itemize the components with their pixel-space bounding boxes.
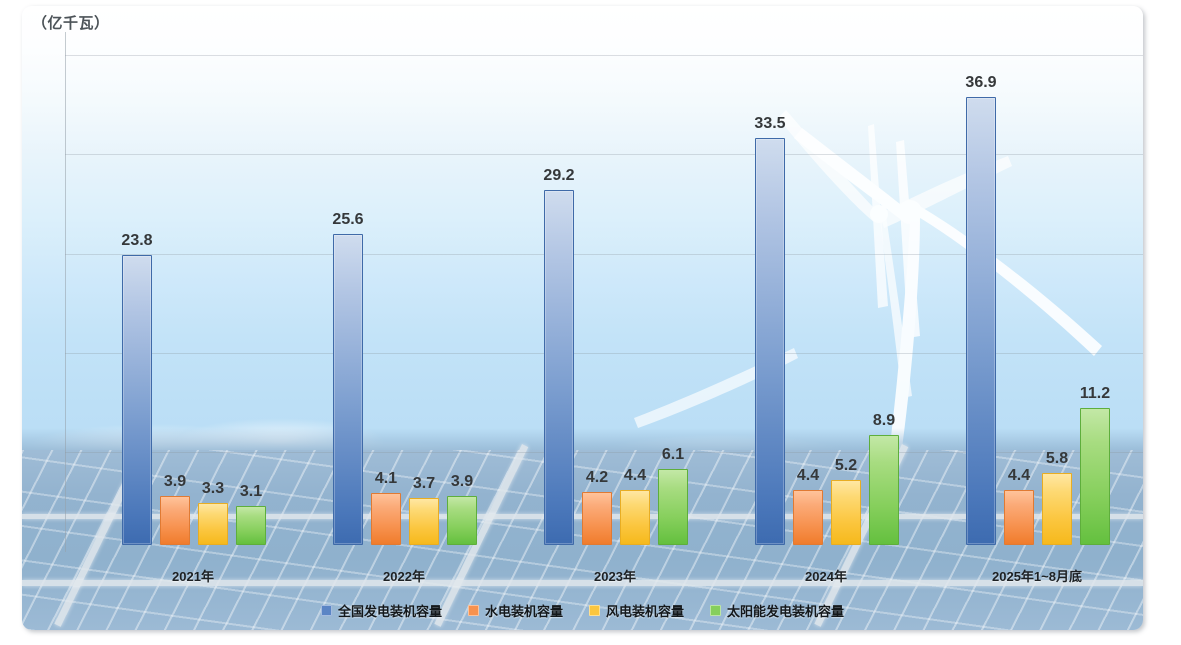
bar-value-label: 3.1 [239,483,263,500]
bar-value-label: 5.2 [834,457,858,474]
bar-value-label: 3.9 [450,473,474,490]
bar-2021年-太阳能发电装机容量: 3.1 [236,483,266,545]
bar-2024年-风电装机容量: 5.2 [831,457,861,545]
bar-2024年-水电装机容量: 4.4 [793,467,823,545]
bar-value-label: 4.4 [1007,467,1031,484]
x-axis-label-2022年: 2022年 [383,569,425,584]
bar-2022年-太阳能发电装机容量: 3.9 [447,473,477,545]
legend-label: 太阳能发电装机容量 [727,604,845,619]
legend-label: 水电装机容量 [484,604,563,619]
bar-value-label: 3.7 [412,475,436,492]
bar-2023年-风电装机容量: 4.4 [620,467,650,545]
x-axis-label-2021年: 2021年 [172,569,214,584]
plot-area: （亿千瓦） 23.8 3.9 3.3 3.1 25.6 4.1 3.7 3.9 29.2 4.2 4… [22,6,1143,630]
bar-2024年-全国发电装机容量: 33.5 [754,115,786,545]
bar-value-label: 11.2 [1079,385,1111,402]
bar-value-label: 25.6 [332,211,364,228]
gridline [65,254,1143,255]
bar-2022年-水电装机容量: 4.1 [371,470,401,545]
bar-2022年-全国发电装机容量: 25.6 [332,211,364,545]
x-axis-label-2025年1~8月底: 2025年1~8月底 [992,569,1082,584]
panel-horizon-fade [22,428,1143,450]
legend-item-水电装机容量[interactable]: 水电装机容量 [467,601,563,620]
legend-swatch-icon [467,605,479,616]
gridline [65,353,1143,354]
bar-value-label: 3.9 [163,473,187,490]
gridline [65,154,1143,155]
bar-2025年1~8月底-太阳能发电装机容量: 11.2 [1080,385,1110,545]
legend-item-太阳能发电装机容量[interactable]: 太阳能发电装机容量 [710,601,844,620]
legend-swatch-icon [710,605,722,616]
bar-value-label: 36.9 [965,74,997,91]
bar-2023年-太阳能发电装机容量: 6.1 [658,446,688,545]
bar-value-label: 4.1 [374,470,398,487]
bar-2024年-太阳能发电装机容量: 8.9 [869,412,899,545]
bar-value-label: 4.4 [623,467,647,484]
gridline [65,55,1143,56]
bar-value-label: 33.5 [754,115,786,132]
x-axis-label-2023年: 2023年 [594,569,636,584]
legend-item-风电装机容量[interactable]: 风电装机容量 [589,601,684,620]
bar-value-label: 29.2 [543,167,575,184]
legend-label: 风电装机容量 [606,604,685,619]
bar-2022年-风电装机容量: 3.7 [409,475,439,545]
bar-value-label: 3.3 [201,480,225,497]
x-axis-label-2024年: 2024年 [805,569,847,584]
chart-legend: 全国发电装机容量 水电装机容量 风电装机容量 太阳能发电装机容量 [22,601,1143,620]
bar-2023年-全国发电装机容量: 29.2 [543,167,575,545]
bar-2025年1~8月底-风电装机容量: 5.8 [1042,450,1072,545]
bar-value-label: 6.1 [661,446,685,463]
legend-swatch-icon [589,605,600,616]
bar-2025年1~8月底-水电装机容量: 4.4 [1004,467,1034,545]
legend-item-全国发电装机容量[interactable]: 全国发电装机容量 [320,601,442,620]
chart-panel: （亿千瓦） 23.8 3.9 3.3 3.1 25.6 4.1 3.7 3.9 29.2 4.2 4… [22,6,1143,630]
bar-2025年1~8月底-全国发电装机容量: 36.9 [965,74,997,545]
bar-2021年-水电装机容量: 3.9 [160,473,190,545]
bar-2023年-水电装机容量: 4.2 [582,469,612,545]
y-axis-line [65,32,66,552]
bar-value-label: 8.9 [872,412,896,429]
bar-value-label: 4.2 [585,469,609,486]
y-axis-unit-label: （亿千瓦） [32,15,110,32]
gridline [65,452,1143,453]
legend-swatch-icon [320,605,332,616]
bar-value-label: 23.8 [121,232,153,249]
legend-label: 全国发电装机容量 [337,604,442,619]
bar-value-label: 5.8 [1045,450,1069,467]
bar-value-label: 4.4 [796,467,820,484]
bar-2021年-全国发电装机容量: 23.8 [121,232,153,545]
bar-2021年-风电装机容量: 3.3 [198,480,228,545]
